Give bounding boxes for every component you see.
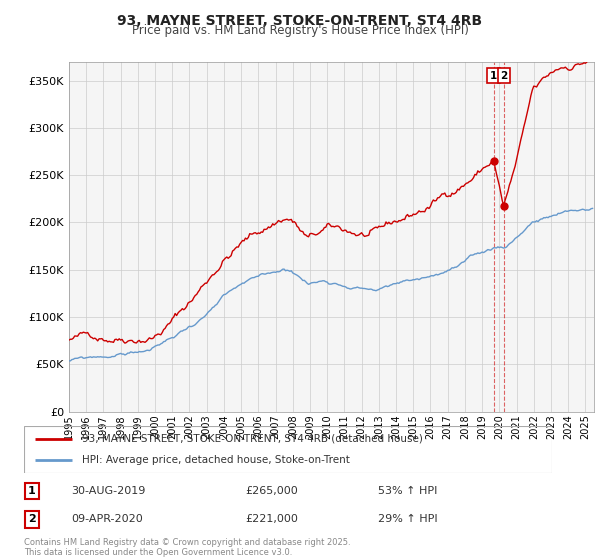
Text: 93, MAYNE STREET, STOKE-ON-TRENT, ST4 4RB: 93, MAYNE STREET, STOKE-ON-TRENT, ST4 4R… xyxy=(118,14,482,28)
Text: HPI: Average price, detached house, Stoke-on-Trent: HPI: Average price, detached house, Stok… xyxy=(82,455,350,465)
Text: 2: 2 xyxy=(28,515,36,525)
Text: 93, MAYNE STREET, STOKE-ON-TRENT, ST4 4RB (detached house): 93, MAYNE STREET, STOKE-ON-TRENT, ST4 4R… xyxy=(82,434,423,444)
Text: Price paid vs. HM Land Registry's House Price Index (HPI): Price paid vs. HM Land Registry's House … xyxy=(131,24,469,37)
Text: Contains HM Land Registry data © Crown copyright and database right 2025.
This d: Contains HM Land Registry data © Crown c… xyxy=(24,538,350,557)
Text: 53% ↑ HPI: 53% ↑ HPI xyxy=(378,486,437,496)
Text: £221,000: £221,000 xyxy=(246,515,299,525)
Text: 1: 1 xyxy=(28,486,36,496)
Text: 1: 1 xyxy=(490,71,497,81)
Text: 2: 2 xyxy=(500,71,508,81)
Text: 29% ↑ HPI: 29% ↑ HPI xyxy=(378,515,437,525)
Text: £265,000: £265,000 xyxy=(246,486,299,496)
Text: 30-AUG-2019: 30-AUG-2019 xyxy=(71,486,146,496)
Text: 09-APR-2020: 09-APR-2020 xyxy=(71,515,143,525)
